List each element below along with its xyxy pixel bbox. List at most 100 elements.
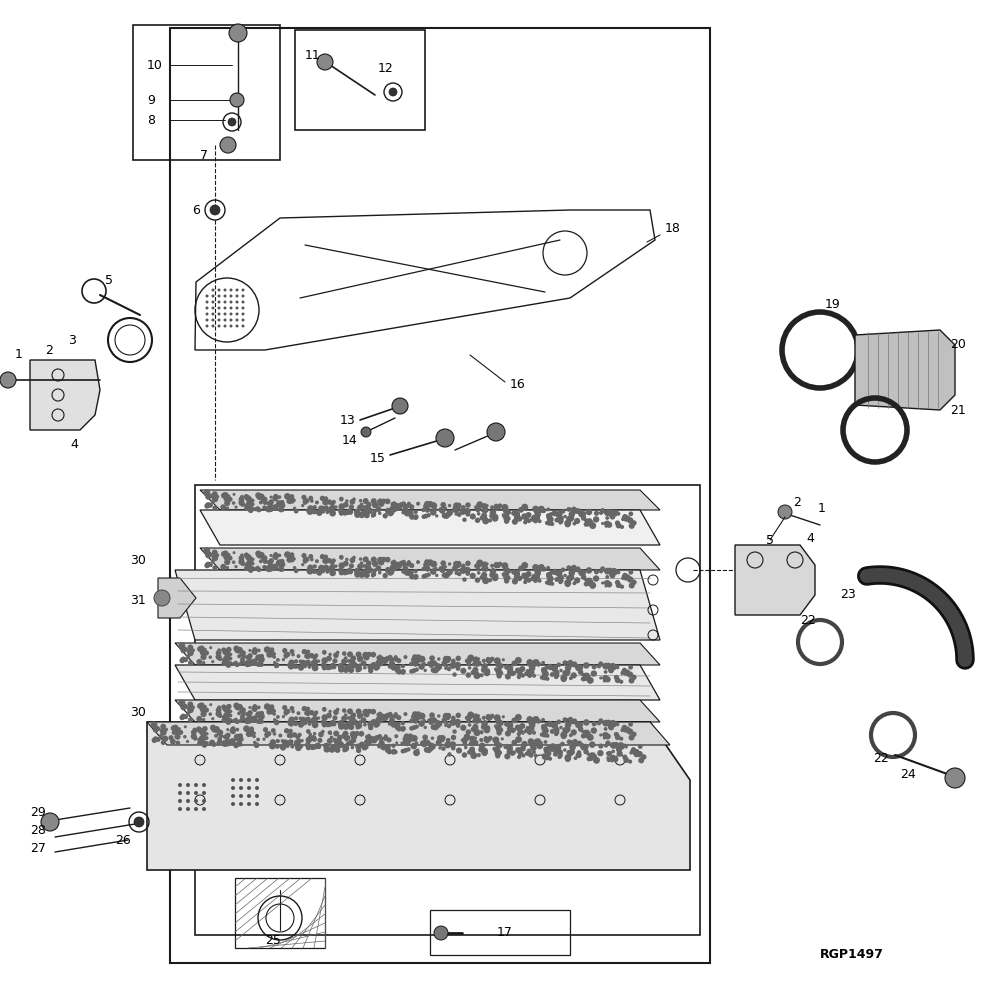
- Circle shape: [239, 718, 244, 722]
- Circle shape: [504, 665, 510, 670]
- Circle shape: [609, 742, 616, 749]
- Circle shape: [451, 719, 456, 724]
- Circle shape: [409, 510, 413, 514]
- Circle shape: [234, 744, 239, 749]
- Circle shape: [487, 718, 490, 721]
- Circle shape: [348, 570, 353, 575]
- Circle shape: [364, 739, 371, 746]
- Circle shape: [311, 509, 316, 514]
- Circle shape: [474, 728, 478, 732]
- Circle shape: [621, 755, 627, 760]
- Circle shape: [307, 565, 313, 571]
- Circle shape: [345, 739, 348, 742]
- Circle shape: [274, 497, 277, 501]
- Circle shape: [297, 665, 304, 671]
- Circle shape: [305, 655, 309, 659]
- Circle shape: [614, 677, 620, 683]
- Circle shape: [476, 560, 483, 567]
- Circle shape: [511, 751, 516, 755]
- Circle shape: [212, 289, 215, 292]
- Circle shape: [243, 725, 249, 732]
- Circle shape: [597, 744, 602, 749]
- Circle shape: [325, 722, 330, 727]
- Circle shape: [185, 648, 188, 652]
- Circle shape: [491, 575, 498, 582]
- Circle shape: [553, 727, 559, 733]
- Circle shape: [220, 564, 226, 570]
- Circle shape: [254, 551, 261, 557]
- Circle shape: [543, 747, 548, 752]
- Circle shape: [507, 745, 512, 750]
- Circle shape: [384, 745, 391, 752]
- Circle shape: [585, 757, 590, 762]
- Circle shape: [248, 729, 253, 735]
- Circle shape: [608, 572, 614, 577]
- Circle shape: [555, 570, 562, 577]
- Circle shape: [391, 750, 396, 755]
- Circle shape: [510, 671, 515, 676]
- Circle shape: [329, 510, 336, 516]
- Circle shape: [465, 512, 469, 516]
- Circle shape: [450, 659, 455, 664]
- Circle shape: [557, 756, 561, 759]
- Circle shape: [474, 578, 480, 583]
- Circle shape: [236, 324, 239, 327]
- Circle shape: [606, 509, 612, 516]
- Circle shape: [584, 578, 591, 584]
- Circle shape: [465, 673, 470, 677]
- Circle shape: [209, 740, 215, 746]
- Circle shape: [452, 502, 459, 509]
- Circle shape: [539, 733, 544, 737]
- Bar: [235, 878, 325, 948]
- Circle shape: [404, 570, 410, 576]
- Circle shape: [226, 704, 232, 709]
- Circle shape: [204, 563, 210, 569]
- Circle shape: [363, 723, 367, 727]
- Circle shape: [503, 578, 506, 581]
- Circle shape: [628, 751, 632, 755]
- Circle shape: [603, 581, 608, 585]
- Circle shape: [390, 505, 397, 512]
- Circle shape: [606, 758, 610, 763]
- Circle shape: [331, 499, 336, 504]
- Circle shape: [236, 647, 243, 654]
- Circle shape: [517, 673, 521, 676]
- Circle shape: [223, 494, 229, 499]
- Circle shape: [498, 664, 503, 669]
- Circle shape: [435, 429, 453, 447]
- Circle shape: [614, 580, 619, 584]
- Polygon shape: [175, 570, 659, 640]
- Circle shape: [417, 720, 424, 727]
- Circle shape: [372, 502, 377, 507]
- Circle shape: [241, 660, 245, 664]
- Circle shape: [568, 660, 573, 665]
- Circle shape: [501, 504, 508, 510]
- Circle shape: [609, 756, 614, 760]
- Circle shape: [492, 737, 499, 744]
- Circle shape: [640, 755, 646, 760]
- Circle shape: [515, 725, 520, 730]
- Circle shape: [186, 799, 190, 803]
- Circle shape: [233, 702, 240, 708]
- Circle shape: [460, 725, 466, 731]
- Circle shape: [582, 733, 587, 738]
- Circle shape: [251, 567, 254, 570]
- Circle shape: [615, 583, 621, 588]
- Circle shape: [615, 747, 621, 753]
- Circle shape: [248, 710, 252, 716]
- Circle shape: [553, 721, 558, 726]
- Circle shape: [409, 662, 413, 667]
- Circle shape: [281, 658, 284, 662]
- Circle shape: [255, 506, 259, 509]
- Circle shape: [352, 497, 356, 501]
- Circle shape: [293, 665, 298, 669]
- Circle shape: [220, 137, 236, 153]
- Circle shape: [567, 576, 573, 582]
- Circle shape: [342, 731, 348, 737]
- Circle shape: [546, 514, 552, 520]
- Text: 12: 12: [378, 61, 394, 74]
- Circle shape: [202, 726, 208, 732]
- Circle shape: [41, 813, 59, 831]
- Circle shape: [400, 742, 405, 746]
- Circle shape: [486, 659, 489, 662]
